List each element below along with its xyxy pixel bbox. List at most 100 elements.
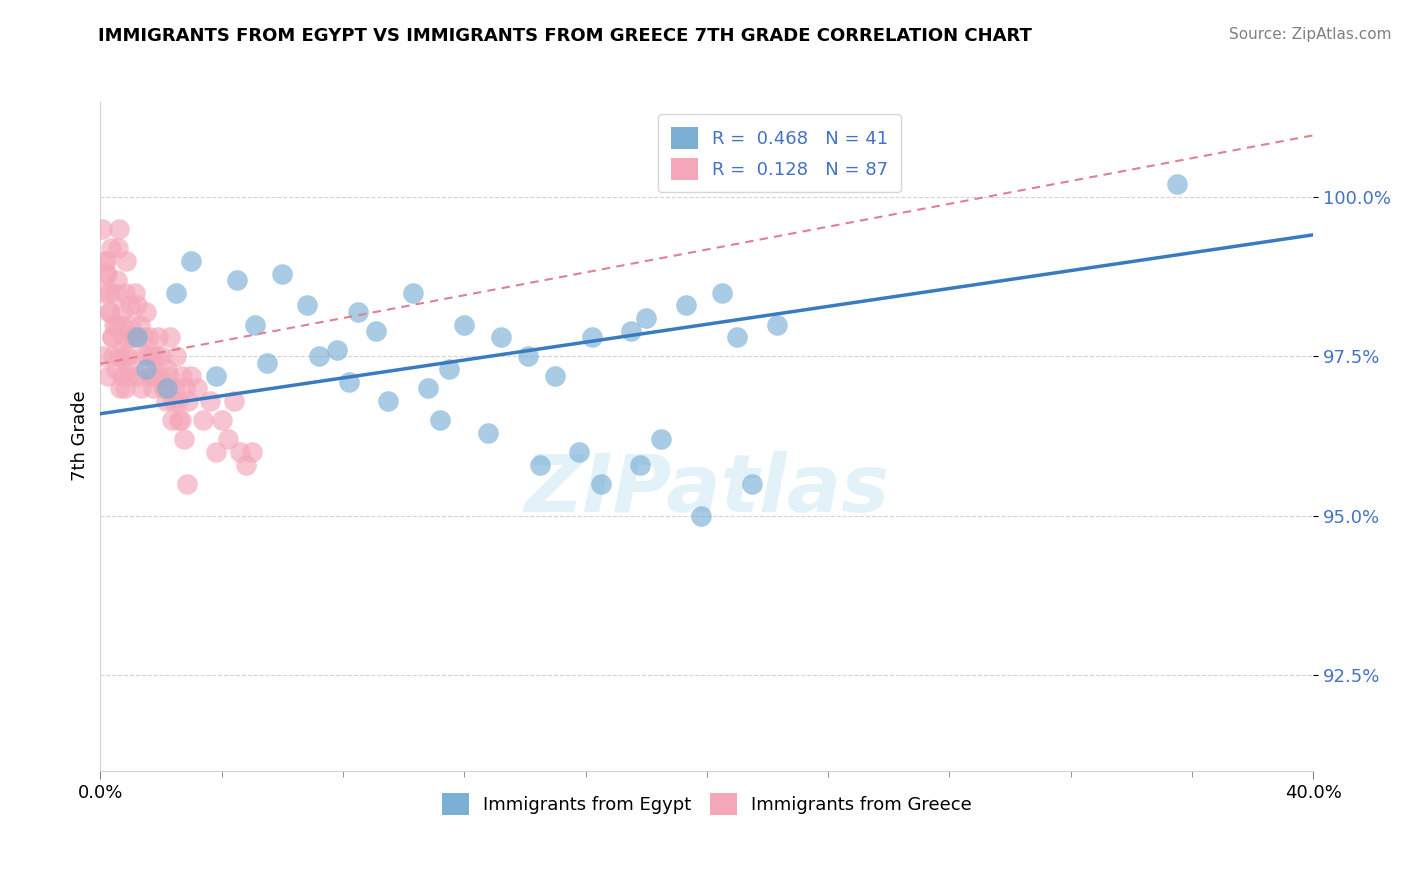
Point xyxy=(165,285,187,300)
Point xyxy=(186,381,208,395)
Point xyxy=(100,241,122,255)
Point xyxy=(225,273,247,287)
Point xyxy=(96,267,118,281)
Text: Source: ZipAtlas.com: Source: ZipAtlas.com xyxy=(1229,27,1392,42)
Point xyxy=(138,330,160,344)
Point xyxy=(366,324,388,338)
Point xyxy=(477,425,499,440)
Point xyxy=(180,368,202,383)
Point xyxy=(157,368,180,383)
Point xyxy=(581,330,603,344)
Point xyxy=(165,350,187,364)
Point xyxy=(105,318,128,332)
Point xyxy=(117,350,139,364)
Point xyxy=(135,362,157,376)
Point xyxy=(125,298,148,312)
Point xyxy=(568,445,591,459)
Point xyxy=(107,241,129,255)
Point xyxy=(337,375,360,389)
Point xyxy=(160,413,183,427)
Point xyxy=(180,253,202,268)
Point xyxy=(135,305,157,319)
Point xyxy=(675,298,697,312)
Point xyxy=(112,330,135,344)
Point xyxy=(416,381,439,395)
Point xyxy=(152,381,174,395)
Point xyxy=(145,350,167,364)
Point xyxy=(725,330,748,344)
Point xyxy=(132,350,155,364)
Point xyxy=(96,267,118,281)
Point xyxy=(101,330,124,344)
Point xyxy=(453,318,475,332)
Point xyxy=(222,394,245,409)
Point xyxy=(117,362,139,376)
Point xyxy=(172,368,194,383)
Point xyxy=(122,330,145,344)
Point xyxy=(110,305,132,319)
Point xyxy=(127,368,149,383)
Point xyxy=(177,394,200,409)
Point xyxy=(153,381,176,395)
Point xyxy=(308,350,330,364)
Point xyxy=(142,381,165,395)
Point xyxy=(243,318,266,332)
Point xyxy=(1166,178,1188,192)
Point xyxy=(114,285,136,300)
Point xyxy=(107,222,129,236)
Point xyxy=(111,368,134,383)
Point xyxy=(159,330,181,344)
Point xyxy=(741,476,763,491)
Point xyxy=(174,381,197,395)
Point xyxy=(101,330,124,344)
Point xyxy=(295,298,318,312)
Text: IMMIGRANTS FROM EGYPT VS IMMIGRANTS FROM GREECE 7TH GRADE CORRELATION CHART: IMMIGRANTS FROM EGYPT VS IMMIGRANTS FROM… xyxy=(98,27,1032,45)
Point xyxy=(620,324,643,338)
Point xyxy=(98,305,121,319)
Point xyxy=(193,413,215,427)
Point xyxy=(377,394,399,409)
Point xyxy=(125,330,148,344)
Legend: Immigrants from Egypt, Immigrants from Greece: Immigrants from Egypt, Immigrants from G… xyxy=(434,786,979,822)
Point xyxy=(128,318,150,332)
Point xyxy=(108,350,131,364)
Point xyxy=(437,362,460,376)
Point xyxy=(112,350,135,364)
Point xyxy=(105,273,128,287)
Point xyxy=(146,330,169,344)
Point xyxy=(166,394,188,409)
Point xyxy=(90,222,112,236)
Point xyxy=(104,362,127,376)
Point xyxy=(118,368,141,383)
Point xyxy=(115,253,138,268)
Point xyxy=(141,350,163,364)
Point xyxy=(97,368,120,383)
Point xyxy=(173,432,195,446)
Point xyxy=(108,381,131,395)
Point xyxy=(129,381,152,395)
Point xyxy=(326,343,349,357)
Point xyxy=(94,253,117,268)
Point xyxy=(163,381,186,395)
Point xyxy=(155,394,177,409)
Point xyxy=(120,318,142,332)
Point xyxy=(628,458,651,472)
Point xyxy=(217,432,239,446)
Point xyxy=(124,285,146,300)
Point xyxy=(104,285,127,300)
Point xyxy=(204,445,226,459)
Point xyxy=(650,432,672,446)
Point xyxy=(689,508,711,523)
Point xyxy=(402,285,425,300)
Point xyxy=(544,368,567,383)
Point xyxy=(110,318,132,332)
Point xyxy=(170,413,193,427)
Point xyxy=(256,356,278,370)
Point xyxy=(134,330,156,344)
Point xyxy=(98,285,121,300)
Point xyxy=(150,350,173,364)
Point xyxy=(156,362,179,376)
Y-axis label: 7th Grade: 7th Grade xyxy=(72,391,89,482)
Point xyxy=(204,368,226,383)
Point xyxy=(114,381,136,395)
